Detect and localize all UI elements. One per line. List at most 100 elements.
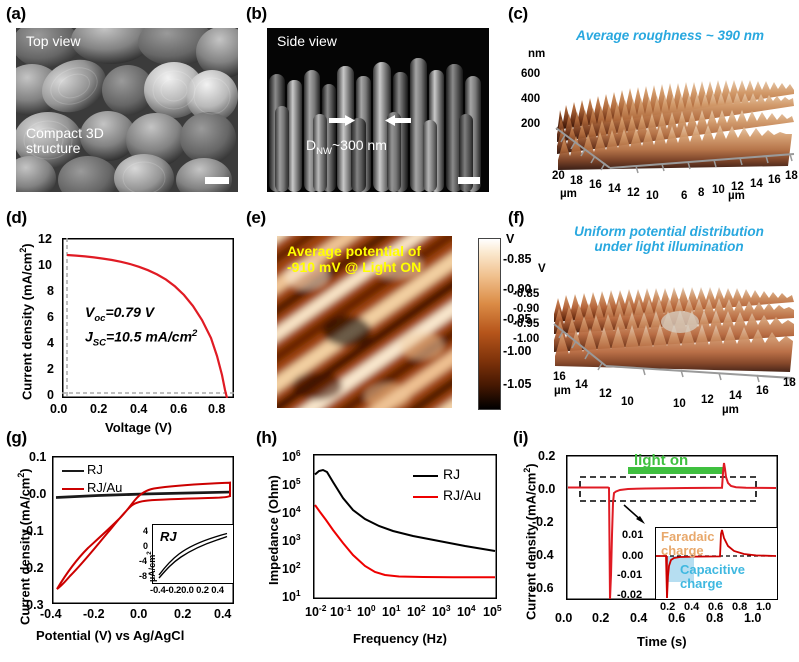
panel-e-cbar-tick--090: -0.90 (503, 282, 532, 296)
panel-g-legend-rj-swatch (62, 470, 84, 472)
panel-h-y-axis-label: Impedance (Ohm) (266, 475, 281, 585)
panel-g-x-tick-02: 0.2 (174, 607, 192, 621)
panel-c-z-tick-600: 600 (521, 68, 541, 80)
panel-f-y-tick-10: 10 (673, 398, 686, 410)
panel-i-x-tick-06: 0.6 (668, 611, 686, 625)
voc-symbol: V (85, 304, 95, 320)
panel-d-y-tick-2: 2 (47, 362, 54, 376)
panel-h-x-tick-1e3: 103 (432, 603, 451, 620)
panel-d-ylabel-sup: 2 (18, 247, 28, 253)
panel-b-side-view-caption: Side view (277, 33, 337, 49)
panel-c-y-tick-10: 10 (712, 184, 725, 196)
panel-c-x-tick-12: 12 (627, 187, 640, 199)
panel-i-x-tick-02: 0.2 (592, 611, 610, 625)
panel-b-scale-bar (458, 177, 480, 184)
panel-h-legend-rjau-swatch (413, 496, 438, 498)
panel-f-z-axis-label: V (538, 263, 546, 275)
inset-ylabel-main: µA/cm (147, 554, 157, 582)
panel-h-x-tick-1e1: 101 (382, 603, 401, 620)
panel-f-x-axis-label: µm (554, 385, 571, 397)
panel-i-ylabel-end: ) (523, 463, 539, 468)
panel-h-x-tick-1e4: 104 (457, 603, 476, 620)
h-legend-label-rjau: RJ/Au (443, 487, 482, 503)
panel-f-x-tick-12: 12 (599, 388, 612, 400)
panel-f-y-tick-12: 12 (701, 394, 714, 406)
panel-h-x-axis-label: Frequency (Hz) (353, 631, 447, 646)
panel-c-z-tick-200: 200 (521, 118, 541, 130)
panel-i-label: (i) (513, 428, 529, 447)
panel-h-plot-area (313, 454, 497, 599)
panel-h-y-tick-1e1: 101 (282, 588, 301, 605)
panel-d-y-tick-6: 6 (47, 310, 54, 324)
panel-g-legend-rjau-swatch (62, 488, 84, 490)
panel-i-inset-x-tick-02: 0.2 (660, 601, 676, 613)
panel-d-x-tick-02: 0.2 (90, 402, 108, 416)
panel-e-kpfm-map (277, 236, 452, 408)
panel-i-inset-y-tick-000: 0.00 (622, 550, 644, 562)
panel-h-y-tick-1e5: 105 (282, 476, 301, 493)
panel-d-y-tick-4: 4 (47, 336, 54, 350)
panel-h-x-tick-1e-2: 10-2 (305, 603, 327, 620)
panel-d-x-tick-06: 0.6 (170, 402, 188, 416)
panel-c-surface-plot (548, 50, 796, 175)
panel-i-y-tick--02: -0.2 (532, 515, 554, 529)
panel-g-x-axis-label: Potential (V) vs Ag/AgCl (36, 628, 185, 643)
panel-g-ylabel-end: ) (17, 468, 33, 473)
panel-f-y-tick-18: 18 (783, 377, 796, 389)
panel-d-x-tick-08: 0.8 (208, 402, 226, 416)
panel-f-z-tick--100: -1.00 (513, 333, 540, 345)
legend-label-rj: RJ (87, 462, 103, 477)
panel-g-label: (g) (6, 428, 27, 447)
panel-i-inset-x-tick-10: 1.0 (756, 601, 772, 613)
panel-g-legend-rj: RJ (87, 462, 103, 477)
panel-e-cbar-tick--105: -1.05 (503, 377, 532, 391)
panel-i-ylabel-sup: 2 (522, 467, 532, 473)
panel-g-y-tick--03: -0.3 (22, 598, 44, 612)
dnw-rest: ~300 nm (331, 137, 387, 153)
voc-value: =0.79 V (105, 304, 155, 320)
panel-f-label: (f) (508, 208, 525, 227)
panel-f-x-tick-14: 14 (575, 379, 588, 391)
panel-e-overlay-text: Average potential of -910 mV @ Light ON (287, 243, 422, 276)
panel-i-x-tick-00: 0.0 (555, 611, 573, 625)
panel-d-y-tick-12: 12 (38, 232, 52, 246)
panel-b-sem-image (267, 28, 489, 192)
panel-f-y-axis-label: µm (722, 404, 739, 416)
panel-f-surface-plot (548, 262, 796, 390)
panel-i-ylabel-main: Current density (mA/cm (523, 472, 539, 620)
panel-e-cbar-tick--100: -1.00 (503, 344, 532, 358)
panel-h-y-tick-1e3: 103 (282, 532, 301, 549)
panel-g-x-tick-00: 0.0 (130, 607, 148, 621)
panel-c-y-tick-8: 8 (698, 187, 705, 199)
panel-g-ylabel-sup: 2 (16, 472, 26, 478)
panel-h-y-tick-1e2: 102 (282, 560, 301, 577)
panel-f-x-tick-10: 10 (621, 396, 634, 408)
panel-g-y-tick--01: -0.1 (22, 524, 44, 538)
panel-a-structure-caption: Compact 3D structure (26, 125, 104, 157)
panel-g-y-tick-01: 0.1 (29, 450, 47, 464)
panel-c-x-tick-20: 20 (552, 170, 565, 182)
panel-i-y-tick-02: 0.2 (538, 449, 556, 463)
panel-e-cbar-tick--085: -0.85 (503, 252, 532, 266)
panel-g-inset-x-ticks: -0.4-0.20.0 0.2 0.4 (150, 585, 224, 596)
panel-c-y-tick-12: 12 (731, 181, 744, 193)
panel-e-label: (e) (246, 208, 266, 227)
panel-i-inset-y-tick--001: -0.01 (617, 569, 643, 581)
panel-d-y-tick-0: 0 (47, 388, 54, 402)
panel-c-label: (c) (508, 4, 528, 23)
panel-d-y-tick-10: 10 (38, 258, 52, 272)
panel-c-title: Average roughness ~ 390 nm (576, 28, 764, 43)
panel-f-z-tick--095: -0.95 (513, 318, 540, 330)
panel-c-x-axis-label: µm (560, 188, 577, 200)
panel-i-x-tick-08: 0.8 (706, 611, 724, 625)
panel-d-ylabel-end: ) (19, 243, 35, 248)
panel-d-label: (d) (6, 208, 27, 227)
panel-f-y-tick-16: 16 (756, 385, 769, 397)
panel-i-y-axis-label: Current density (mA/cm2) (522, 463, 538, 620)
panel-i-inset-x-tick-04: 0.4 (684, 601, 700, 613)
panel-h-legend-rjau: RJ/Au (443, 487, 481, 503)
panel-g-inset-title: RJ (160, 529, 177, 544)
panel-c-x-tick-10: 10 (646, 190, 659, 202)
panel-g-inset-y-tick--8: -8 (139, 571, 148, 581)
panel-i-y-tick--06: -0.6 (532, 581, 554, 595)
